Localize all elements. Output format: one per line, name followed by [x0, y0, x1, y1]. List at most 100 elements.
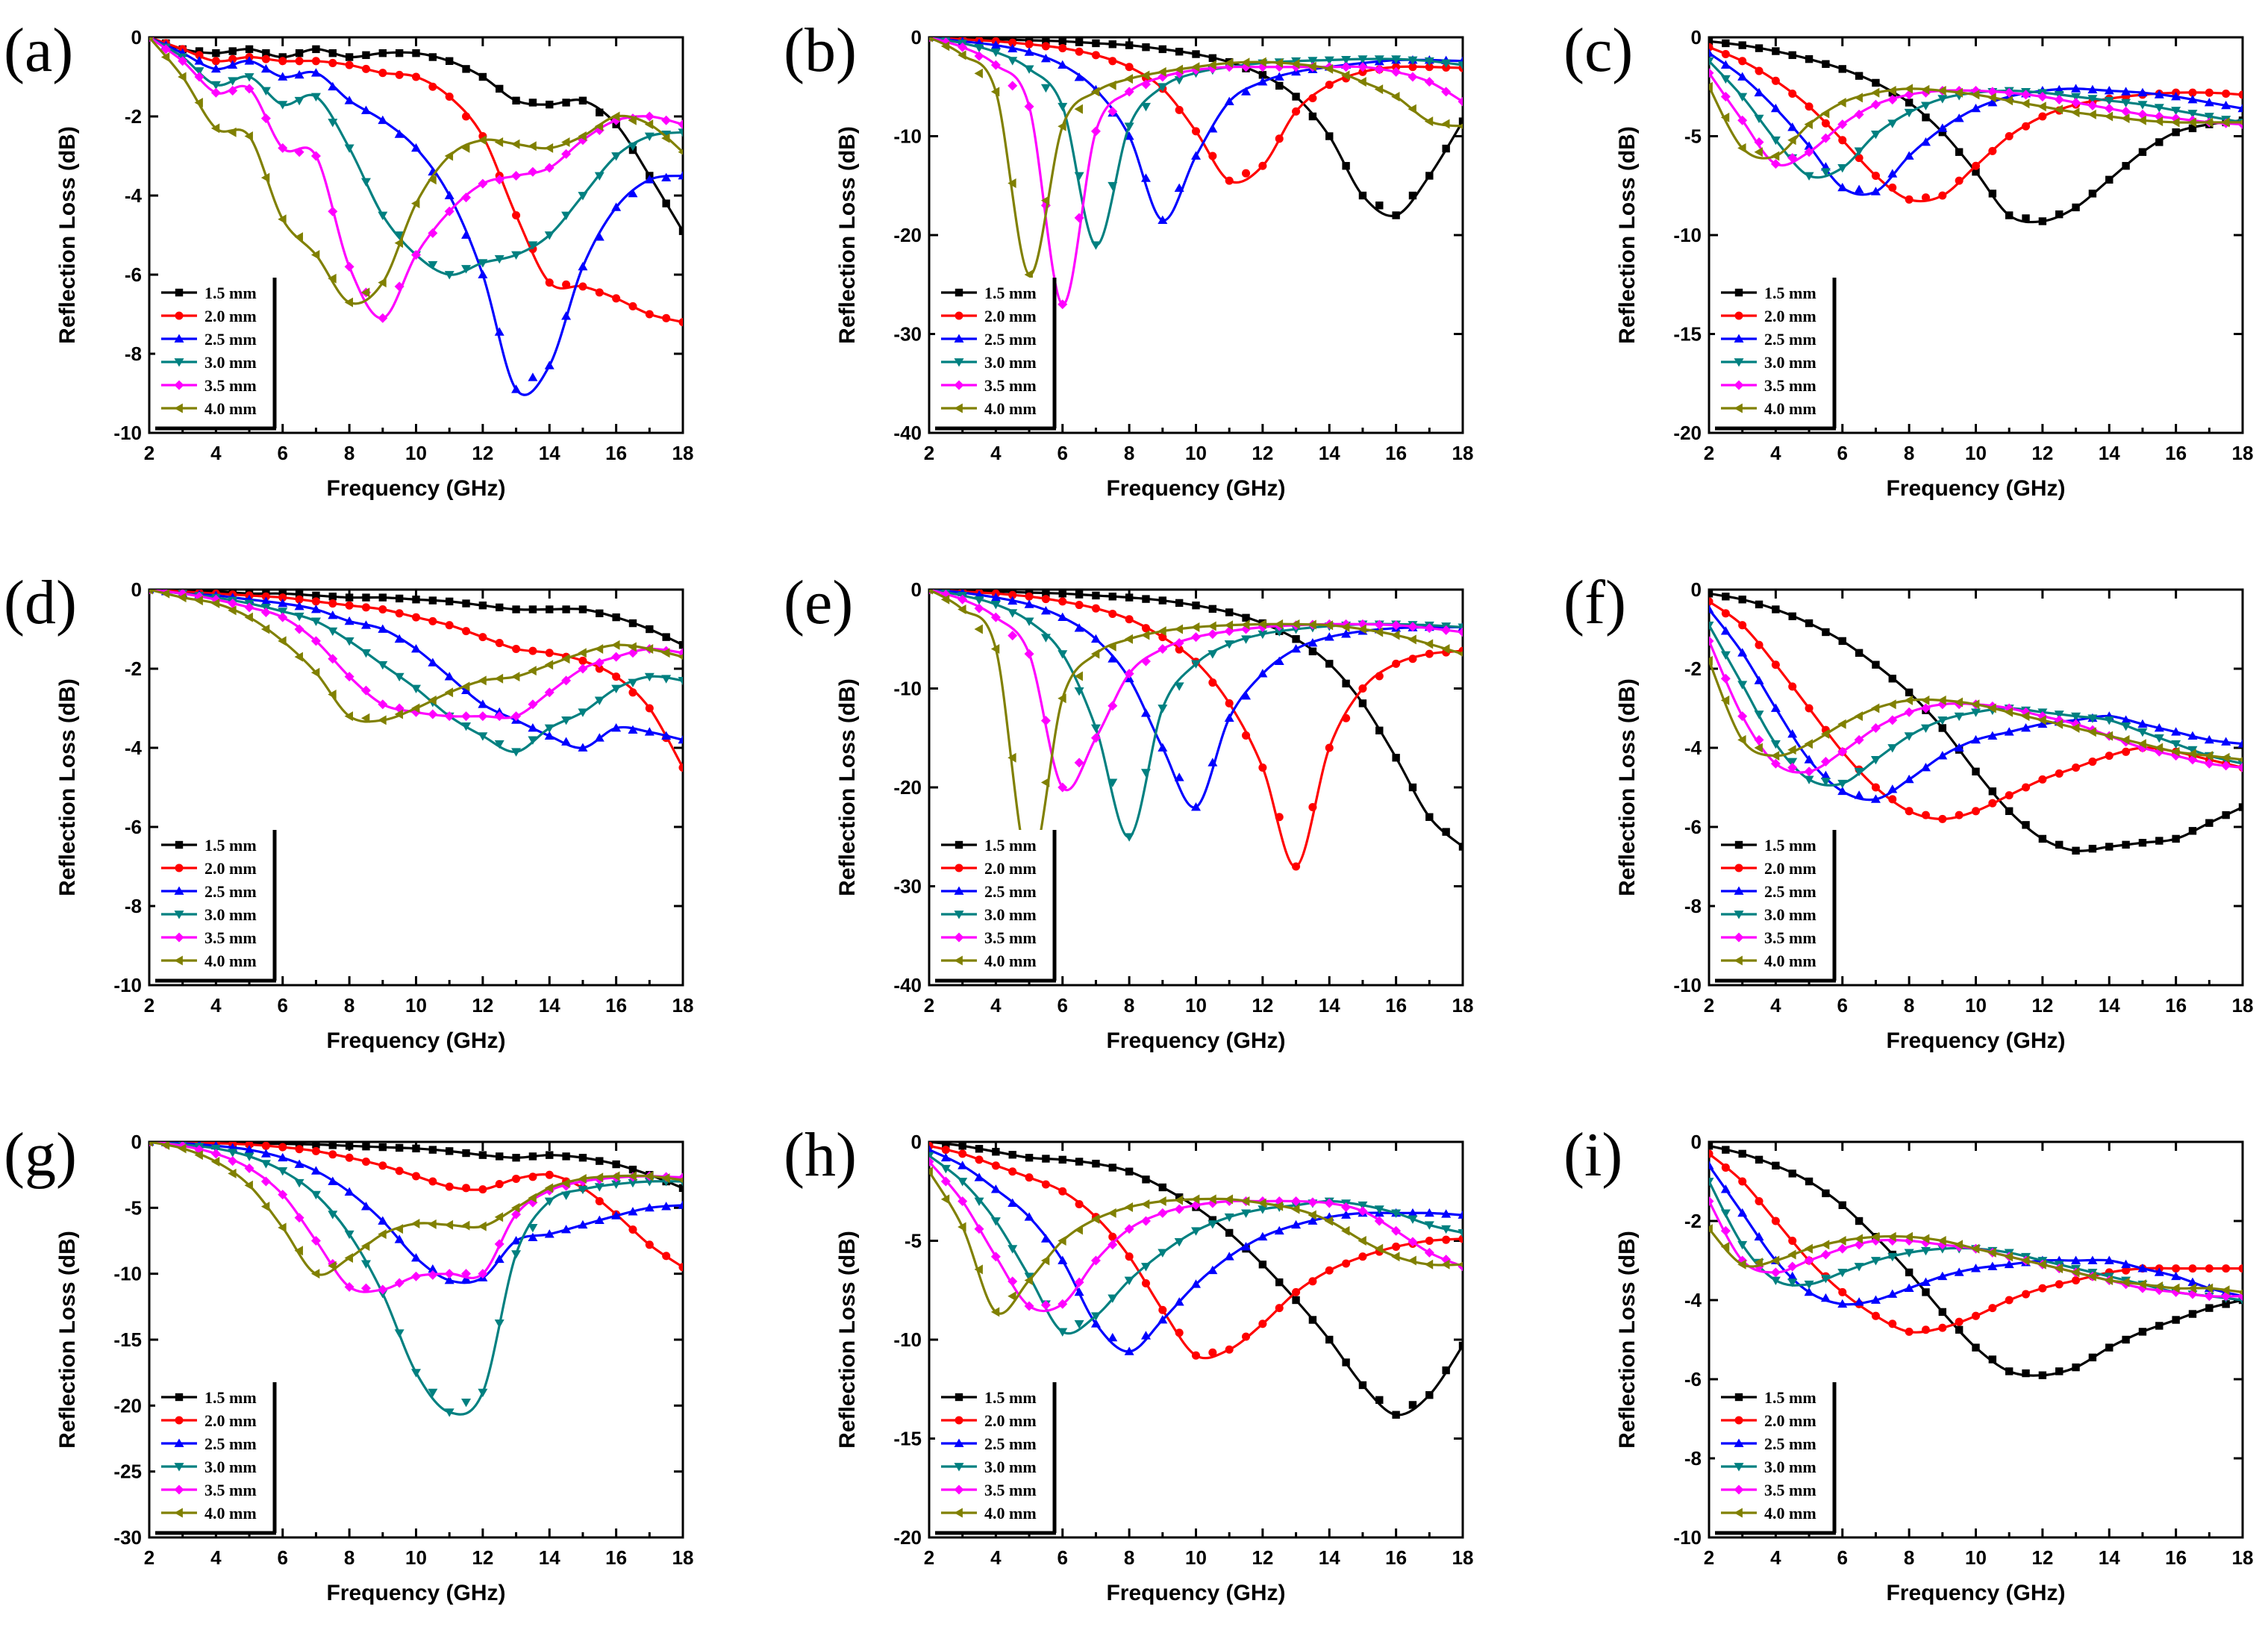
- legend-label: 3.0 mm: [984, 353, 1037, 372]
- data-point: [544, 1229, 554, 1238]
- data-point: [528, 723, 538, 732]
- series-3-0-mm: [1709, 1178, 2243, 1305]
- data-point: [1275, 81, 1284, 90]
- data-point: [194, 596, 203, 606]
- x-tick-label: 2: [144, 1546, 154, 1569]
- data-point: [328, 1211, 338, 1220]
- data-point: [661, 172, 672, 182]
- data-point: [428, 616, 437, 625]
- data-point: [294, 1213, 304, 1223]
- data-point: [2037, 1259, 2046, 1270]
- data-point: [1920, 1234, 1930, 1244]
- data-point: [2187, 1277, 2198, 1287]
- data-point: [278, 1152, 288, 1162]
- data-point: [1854, 1263, 1864, 1272]
- data-point: [544, 687, 554, 698]
- data-point: [1158, 743, 1168, 752]
- data-point: [2122, 1335, 2130, 1344]
- legend-label: 2.0 mm: [984, 859, 1037, 878]
- data-point: [1838, 136, 1847, 145]
- data-point: [2205, 819, 2214, 827]
- data-point: [1374, 55, 1384, 64]
- data-point: [1920, 1277, 1931, 1287]
- data-point: [1140, 173, 1151, 182]
- data-point: [1805, 102, 1814, 111]
- data-point: [2172, 1316, 2180, 1324]
- data-point: [278, 143, 288, 153]
- data-point: [1871, 1311, 1880, 1320]
- data-point: [478, 1269, 488, 1279]
- data-point: [546, 1151, 554, 1159]
- y-tick-label: -6: [1684, 1368, 1702, 1390]
- legend-marker: [1734, 288, 1743, 297]
- series-4-0-mm: [929, 1167, 1463, 1317]
- data-point: [210, 87, 221, 98]
- data-point: [1709, 655, 1713, 666]
- data-point: [1787, 763, 1798, 772]
- data-point: [2237, 757, 2243, 763]
- data-point: [478, 1388, 488, 1398]
- data-point: [328, 58, 337, 67]
- data-point: [1090, 733, 1101, 743]
- data-point: [395, 609, 404, 618]
- data-point: [328, 593, 337, 601]
- data-point: [1292, 93, 1300, 101]
- data-point: [1754, 1231, 1764, 1241]
- data-point: [1937, 716, 1948, 725]
- data-point: [1754, 734, 1764, 745]
- data-point: [1805, 54, 1814, 63]
- data-point: [328, 627, 338, 637]
- data-point: [210, 599, 220, 609]
- data-point: [2071, 93, 2081, 102]
- data-point: [2204, 1283, 2214, 1293]
- data-point: [344, 616, 354, 625]
- data-point: [2137, 87, 2148, 97]
- data-point: [1040, 777, 1050, 787]
- data-point: [1788, 682, 1797, 691]
- data-point: [378, 211, 388, 220]
- y-tick-label: -20: [893, 776, 922, 799]
- data-point: [194, 67, 204, 76]
- data-point: [1358, 62, 1368, 72]
- data-point: [1191, 1351, 1201, 1360]
- data-point: [1375, 202, 1384, 210]
- data-point: [1224, 96, 1234, 105]
- y-tick-label: -4: [125, 737, 143, 759]
- data-point: [1408, 104, 1416, 114]
- data-point: [1308, 802, 1317, 812]
- data-point: [1090, 87, 1100, 97]
- data-point: [328, 1142, 337, 1149]
- data-point: [578, 1220, 588, 1229]
- data-point: [594, 658, 605, 668]
- data-point: [1720, 626, 1731, 635]
- data-point: [1090, 126, 1101, 137]
- data-point: [1771, 1217, 1780, 1225]
- y-tick-label: -5: [905, 1230, 922, 1252]
- data-point: [244, 612, 253, 622]
- data-point: [1308, 647, 1317, 656]
- data-point: [2004, 707, 2014, 717]
- data-point: [2022, 1369, 2030, 1378]
- data-point: [1140, 102, 1151, 112]
- legend-label: 3.0 mm: [1764, 905, 1816, 924]
- legend-label: 2.5 mm: [984, 330, 1037, 349]
- data-point: [1804, 141, 1814, 150]
- data-point: [1008, 43, 1018, 53]
- data-point: [612, 294, 621, 303]
- legend-marker: [1734, 380, 1744, 390]
- data-point: [378, 624, 388, 633]
- data-point: [1308, 1210, 1316, 1220]
- data-point: [1174, 1195, 1184, 1205]
- data-point: [2121, 722, 2131, 731]
- legend-label: 3.0 mm: [984, 1458, 1037, 1476]
- data-point: [395, 1167, 404, 1175]
- data-point: [360, 1202, 371, 1211]
- data-point: [545, 278, 554, 287]
- data-point: [210, 123, 220, 134]
- series-4-0-mm: [1709, 655, 2243, 763]
- data-point: [160, 590, 170, 599]
- data-point: [1408, 1401, 1417, 1409]
- x-tick-label: 4: [210, 442, 222, 464]
- x-tick-label: 8: [1124, 1546, 1134, 1569]
- series-3-5-mm: [929, 37, 1463, 310]
